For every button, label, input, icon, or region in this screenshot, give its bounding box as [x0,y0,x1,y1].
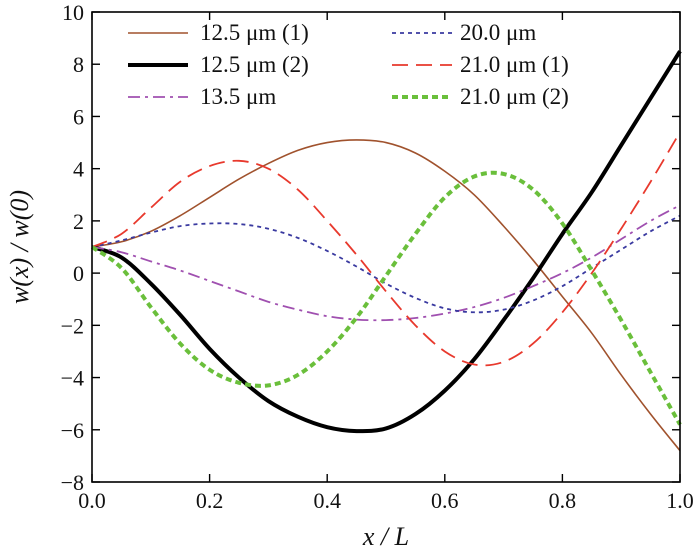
legend-label-2: 12.5 μm (2) [200,52,309,77]
series-lines [90,50,682,452]
y-tick-label: 4 [73,157,84,182]
x-tick-label: 0.2 [196,488,224,513]
series-line-5 [91,131,681,367]
y-tick-label: −6 [61,418,84,443]
series-line-2 [91,50,682,434]
series-line-6 [90,170,682,426]
x-tick-label: 1.0 [666,488,694,513]
plot-frame [91,11,681,483]
y-tick-label: −2 [61,313,84,338]
x-tick-label: 0.4 [313,488,341,513]
series-line-3 [91,204,681,322]
y-tick-label: 2 [73,209,84,234]
series-line-4 [91,214,681,314]
legend-label-5: 21.0 μm (1) [460,52,569,77]
legend: 12.5 μm (1) 12.5 μm (2) 13.5 μm 20.0 μm 21.0… [128,20,569,109]
y-tick-label: −4 [61,366,84,391]
y-tick-label: 6 [73,104,84,129]
axis-ticks: 0.0 0.2 0.4 0.6 0.8 1.0 −8 −6 −4 −2 0 2 4 6 8 10 [61,0,694,513]
legend-label-3: 13.5 μm [200,84,276,109]
x-axis-label: x / L [362,522,409,551]
x-tick-label: 0.6 [431,488,459,513]
y-tick-label: −8 [61,470,84,495]
y-tick-label: 10 [62,0,84,25]
x-tick-label: 0.0 [78,488,106,513]
series-line-1 [91,139,681,452]
y-tick-label: 8 [73,52,84,77]
legend-label-6: 21.0 μm (2) [460,84,569,109]
y-axis-label: w(x) / w(0) [5,190,34,304]
y-tick-label: 0 [73,261,84,286]
x-tick-label: 0.8 [549,488,577,513]
legend-label-4: 20.0 μm [460,20,536,45]
legend-label-1: 12.5 μm (1) [200,20,309,45]
